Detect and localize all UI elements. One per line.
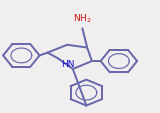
Text: HN: HN	[61, 60, 74, 69]
Text: NH$_2$: NH$_2$	[73, 13, 92, 25]
